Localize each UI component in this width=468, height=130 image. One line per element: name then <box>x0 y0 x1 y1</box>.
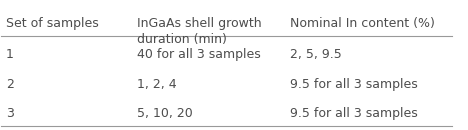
Text: 9.5 for all 3 samples: 9.5 for all 3 samples <box>290 78 418 91</box>
Text: 1, 2, 4: 1, 2, 4 <box>137 78 176 91</box>
Text: 9.5 for all 3 samples: 9.5 for all 3 samples <box>290 107 418 120</box>
Text: InGaAs shell growth
duration (min): InGaAs shell growth duration (min) <box>137 17 261 46</box>
Text: 2: 2 <box>6 78 14 91</box>
Text: Set of samples: Set of samples <box>6 17 99 30</box>
Text: 3: 3 <box>6 107 14 120</box>
Text: 40 for all 3 samples: 40 for all 3 samples <box>137 48 260 61</box>
Text: Nominal In content (%): Nominal In content (%) <box>290 17 435 30</box>
Text: 1: 1 <box>6 48 14 61</box>
Text: 2, 5, 9.5: 2, 5, 9.5 <box>290 48 342 61</box>
Text: 5, 10, 20: 5, 10, 20 <box>137 107 192 120</box>
